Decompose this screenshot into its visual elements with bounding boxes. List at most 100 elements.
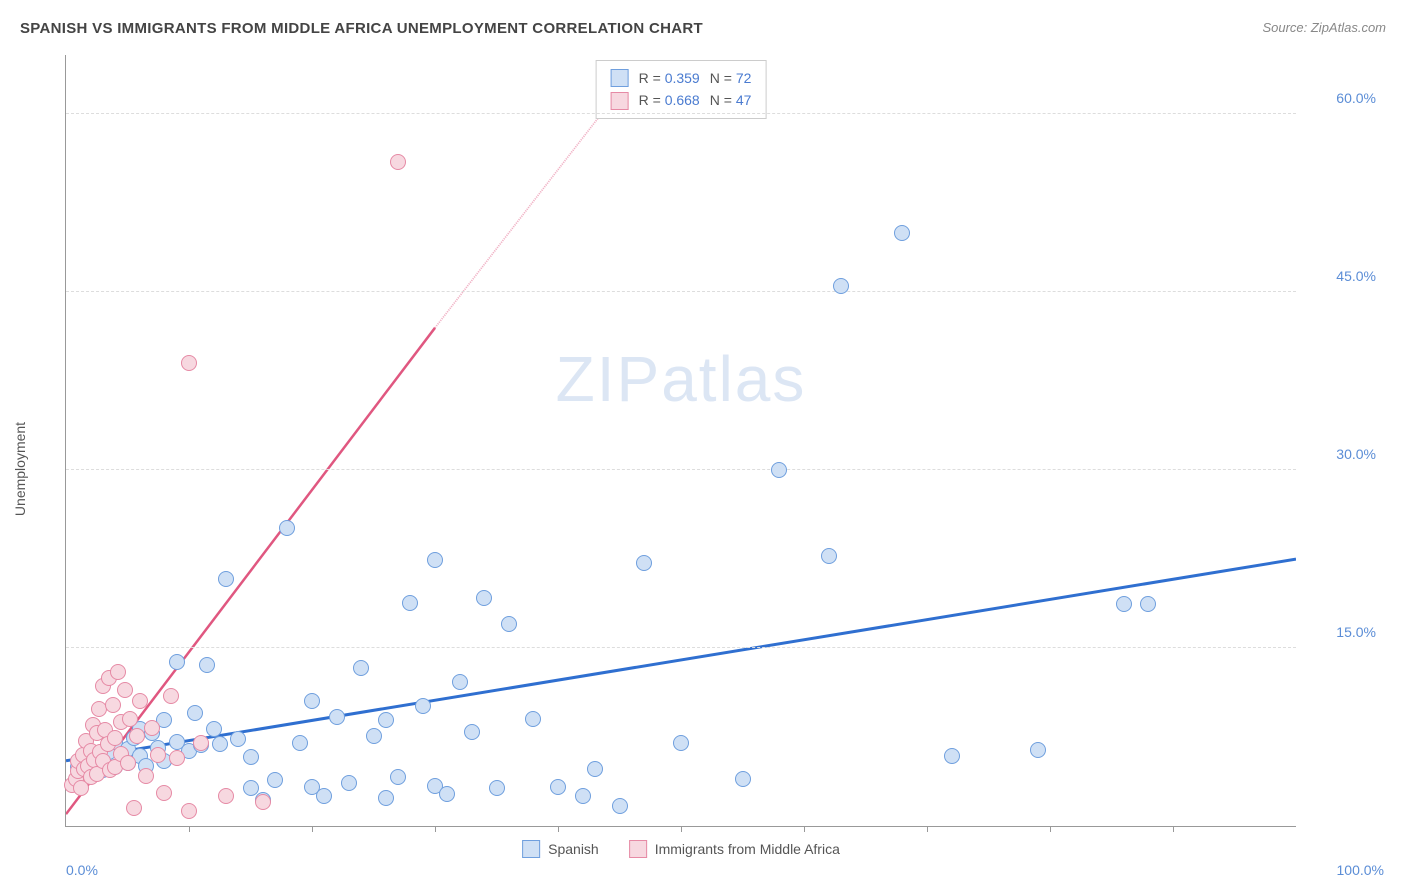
x-tick bbox=[312, 826, 313, 832]
x-tick bbox=[189, 826, 190, 832]
legend-label: Spanish bbox=[548, 841, 599, 857]
scatter-point bbox=[587, 761, 603, 777]
scatter-point bbox=[944, 748, 960, 764]
gridline bbox=[66, 469, 1296, 470]
scatter-point bbox=[132, 693, 148, 709]
scatter-point bbox=[187, 705, 203, 721]
scatter-point bbox=[390, 154, 406, 170]
x-tick bbox=[435, 826, 436, 832]
r-stat: R = 0.668 bbox=[639, 89, 700, 111]
x-max-label: 100.0% bbox=[1337, 862, 1384, 878]
scatter-point bbox=[821, 548, 837, 564]
chart-container: Unemployment ZIPatlas R = 0.359N = 72R =… bbox=[20, 55, 1386, 882]
scatter-point bbox=[110, 664, 126, 680]
scatter-point bbox=[415, 698, 431, 714]
scatter-point bbox=[1140, 596, 1156, 612]
scatter-point bbox=[501, 616, 517, 632]
legend: Spanish Immigrants from Middle Africa bbox=[522, 840, 840, 858]
stats-row: R = 0.359 N = 72 bbox=[611, 67, 752, 89]
stats-row: R = 0.668 N = 47 bbox=[611, 89, 752, 111]
legend-swatch bbox=[629, 840, 647, 858]
scatter-point bbox=[636, 555, 652, 571]
scatter-point bbox=[464, 724, 480, 740]
scatter-point bbox=[163, 688, 179, 704]
y-tick-label: 30.0% bbox=[1306, 446, 1376, 462]
scatter-point bbox=[550, 779, 566, 795]
scatter-point bbox=[230, 731, 246, 747]
x-tick bbox=[1173, 826, 1174, 832]
scatter-point bbox=[439, 786, 455, 802]
scatter-point bbox=[193, 735, 209, 751]
scatter-point bbox=[117, 682, 133, 698]
scatter-point bbox=[452, 674, 468, 690]
scatter-point bbox=[771, 462, 787, 478]
scatter-point bbox=[673, 735, 689, 751]
scatter-point bbox=[390, 769, 406, 785]
chart-title: SPANISH VS IMMIGRANTS FROM MIDDLE AFRICA… bbox=[20, 20, 703, 37]
scatter-point bbox=[122, 711, 138, 727]
scatter-point bbox=[378, 712, 394, 728]
r-stat: R = 0.359 bbox=[639, 67, 700, 89]
legend-label: Immigrants from Middle Africa bbox=[655, 841, 840, 857]
scatter-point bbox=[894, 225, 910, 241]
scatter-point bbox=[279, 520, 295, 536]
scatter-point bbox=[402, 595, 418, 611]
n-stat: N = 72 bbox=[710, 67, 752, 89]
y-tick-label: 60.0% bbox=[1306, 90, 1376, 106]
legend-item: Immigrants from Middle Africa bbox=[629, 840, 840, 858]
scatter-point bbox=[156, 785, 172, 801]
scatter-point bbox=[169, 750, 185, 766]
scatter-point bbox=[206, 721, 222, 737]
scatter-point bbox=[150, 747, 166, 763]
plot-area: ZIPatlas R = 0.359N = 72R = 0.668N = 47 … bbox=[65, 55, 1296, 827]
legend-item: Spanish bbox=[522, 840, 599, 858]
scatter-point bbox=[476, 590, 492, 606]
x-tick bbox=[804, 826, 805, 832]
scatter-point bbox=[212, 736, 228, 752]
scatter-point bbox=[341, 775, 357, 791]
scatter-point bbox=[243, 749, 259, 765]
y-tick-label: 15.0% bbox=[1306, 624, 1376, 640]
y-axis-label: Unemployment bbox=[12, 421, 28, 515]
scatter-point bbox=[525, 711, 541, 727]
scatter-point bbox=[169, 654, 185, 670]
y-tick-label: 45.0% bbox=[1306, 268, 1376, 284]
scatter-point bbox=[129, 728, 145, 744]
scatter-point bbox=[218, 571, 234, 587]
scatter-point bbox=[144, 720, 160, 736]
scatter-point bbox=[105, 697, 121, 713]
x-tick bbox=[681, 826, 682, 832]
scatter-point bbox=[489, 780, 505, 796]
x-tick bbox=[927, 826, 928, 832]
scatter-point bbox=[126, 800, 142, 816]
scatter-point bbox=[292, 735, 308, 751]
series-swatch bbox=[611, 92, 629, 110]
trend-lines bbox=[66, 55, 1296, 826]
scatter-point bbox=[107, 730, 123, 746]
gridline bbox=[66, 113, 1296, 114]
watermark: ZIPatlas bbox=[556, 342, 807, 416]
n-stat: N = 47 bbox=[710, 89, 752, 111]
source-attribution: Source: ZipAtlas.com bbox=[1262, 20, 1386, 35]
scatter-point bbox=[1030, 742, 1046, 758]
x-tick bbox=[1050, 826, 1051, 832]
x-tick bbox=[558, 826, 559, 832]
gridline bbox=[66, 647, 1296, 648]
scatter-point bbox=[255, 794, 271, 810]
scatter-point bbox=[304, 693, 320, 709]
scatter-point bbox=[378, 790, 394, 806]
scatter-point bbox=[353, 660, 369, 676]
scatter-point bbox=[181, 803, 197, 819]
scatter-point bbox=[427, 552, 443, 568]
x-min-label: 0.0% bbox=[66, 862, 98, 878]
stats-box: R = 0.359 N = 72 R = 0.668 N = 47 bbox=[596, 60, 767, 119]
legend-swatch bbox=[522, 840, 540, 858]
scatter-point bbox=[199, 657, 215, 673]
scatter-point bbox=[575, 788, 591, 804]
scatter-point bbox=[120, 755, 136, 771]
scatter-point bbox=[612, 798, 628, 814]
scatter-point bbox=[181, 355, 197, 371]
series-swatch bbox=[611, 69, 629, 87]
scatter-point bbox=[267, 772, 283, 788]
scatter-point bbox=[1116, 596, 1132, 612]
